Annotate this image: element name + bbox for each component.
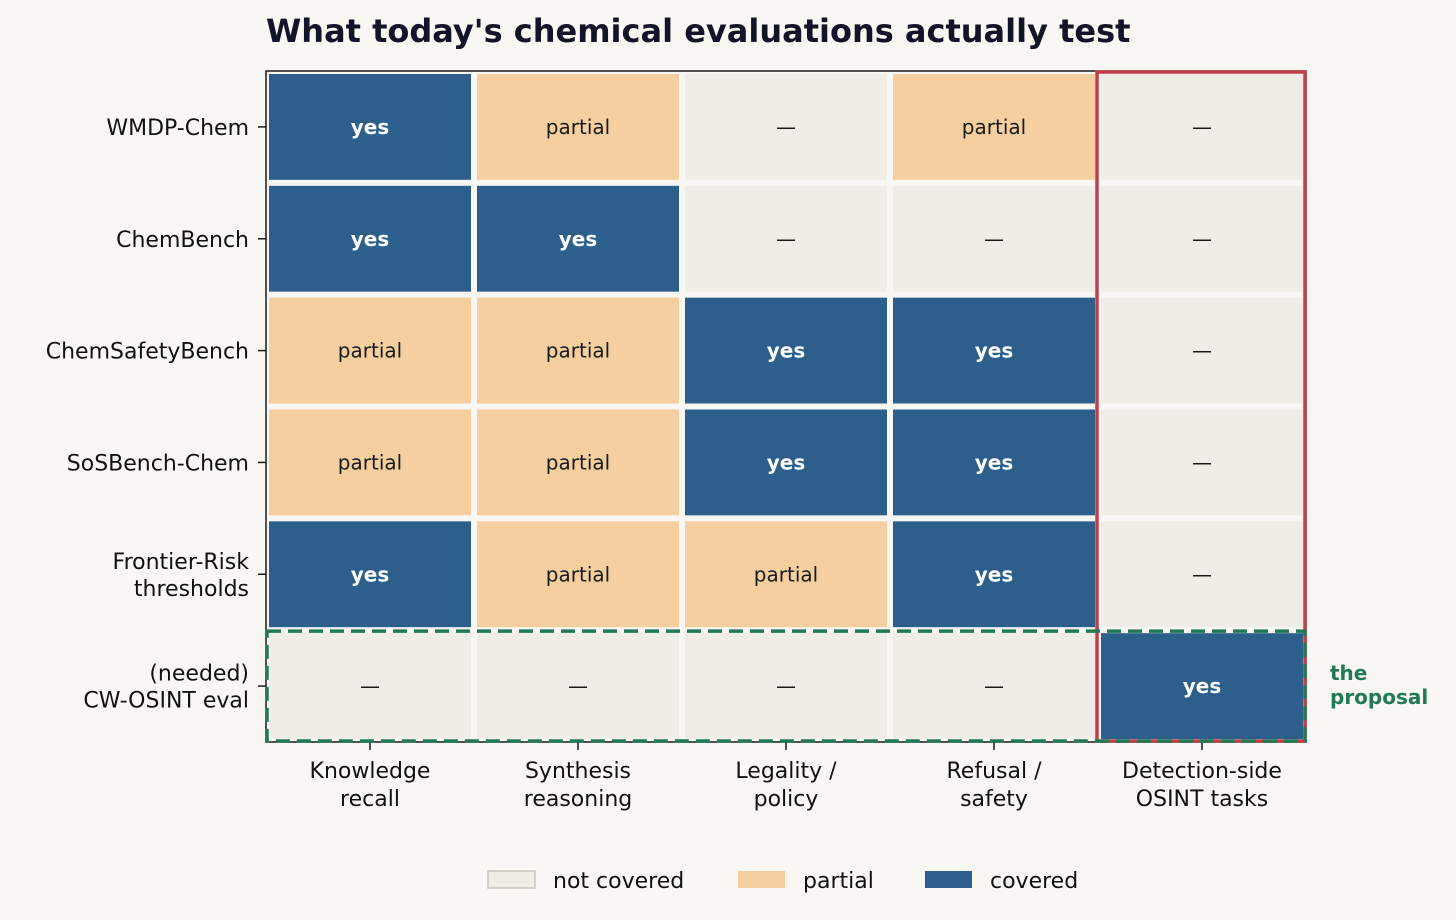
heatmap-cell [269,297,471,404]
cell-label: yes [767,450,806,474]
heatmap-cell [893,409,1095,516]
heatmap-cell [1101,521,1303,628]
heatmap-cell [477,633,679,739]
cell-label: yes [351,227,390,251]
heatmap-cell [685,297,887,404]
legend-swatch [487,870,536,889]
row-label: thresholds [134,577,249,602]
cell-label: partial [546,115,610,139]
row-label: ChemSafetyBench [46,340,249,365]
cell-label: — [776,227,796,251]
column-label: reasoning [524,787,632,812]
cell-label: partial [962,115,1026,139]
column-labels: Knowledge recall Synthesis reasoning Legalit… [310,759,1282,812]
cell-label: partial [546,339,610,363]
column-label: Legality / [735,759,837,784]
cell-label: yes [975,562,1014,586]
heatmap-cell [1101,74,1303,180]
heatmap-cell [269,74,471,180]
cell-label: yes [351,115,390,139]
legend-swatch [738,871,785,888]
highlight-row-box [265,629,1307,743]
row-label: SoSBench-Chem [67,451,249,476]
heatmap-cell [477,409,679,516]
cell-label: — [360,674,380,698]
column-label: OSINT tasks [1136,787,1268,812]
heatmap-cell [893,521,1095,628]
row-labels: WMDP-Chem ChemBench ChemSafetyBench SoSBenc… [46,116,250,714]
heatmap-cell [269,633,471,739]
cell-label: — [776,115,796,139]
cell-label: yes [975,450,1014,474]
heatmap-cell [893,297,1095,404]
cell-label: — [1192,339,1212,363]
cell-label: — [1192,115,1212,139]
heatmap-cell [685,409,887,516]
legend-label: not covered [553,869,684,894]
heatmap-cell [685,74,887,180]
column-label: Knowledge [310,759,431,784]
legend: not covered partial covered [487,869,1078,894]
cell-label: — [984,227,1004,251]
chart-title: What today's chemical evaluations actual… [266,12,1130,50]
cell-label: — [568,674,588,698]
cell-label: yes [1183,674,1222,698]
cell-label: — [776,674,796,698]
heatmap-cell [477,74,679,180]
heatmap-cell [685,633,887,739]
heatmap-cell [685,521,887,628]
heatmap-cells: yes partial — partial — yes yes — — — partial parti… [269,74,1303,739]
cell-label: yes [767,339,806,363]
cell-label: partial [754,562,818,586]
heatmap-cell [477,521,679,628]
cell-label: — [984,674,1004,698]
heatmap-cell [1101,633,1303,739]
row-label: WMDP-Chem [106,116,249,141]
column-label: Detection-side [1122,759,1282,784]
highlight-boxes [265,70,1307,743]
legend-swatch [925,871,972,888]
cell-label: partial [546,562,610,586]
cell-label: yes [351,562,390,586]
cell-label: — [1192,227,1212,251]
cell-label: partial [338,339,402,363]
row-label: CW-OSINT eval [83,689,249,714]
cell-label: yes [559,227,598,251]
cell-label: — [1192,450,1212,474]
cell-label: partial [338,450,402,474]
column-label: policy [754,787,819,812]
heatmap-cell [477,297,679,404]
column-label: Synthesis [525,759,631,784]
callout-label: the [1330,661,1367,685]
heatmap-cell [893,633,1095,739]
row-label: Frontier-Risk [113,550,250,575]
legend-label: covered [990,869,1078,894]
heatmap-cell [1101,409,1303,516]
column-label: safety [960,787,1028,812]
column-label: Refusal / [947,759,1043,784]
heatmap-cell [893,74,1095,180]
column-label: recall [340,787,400,812]
legend-label: partial [803,869,874,894]
heatmap-cell [1101,297,1303,404]
row-label: (needed) [149,662,249,687]
heatmap-cell [685,185,887,292]
heatmap-cell [269,185,471,292]
heatmap-cell [269,521,471,628]
heatmap-cell [1101,185,1303,292]
row-label: ChemBench [116,228,249,253]
callout-label: proposal [1330,685,1428,709]
heatmap-cell [269,409,471,516]
cell-label: partial [546,450,610,474]
cell-label: — [1192,562,1212,586]
cell-label: yes [975,339,1014,363]
heatmap-cell [477,185,679,292]
heatmap-cell [893,185,1095,292]
